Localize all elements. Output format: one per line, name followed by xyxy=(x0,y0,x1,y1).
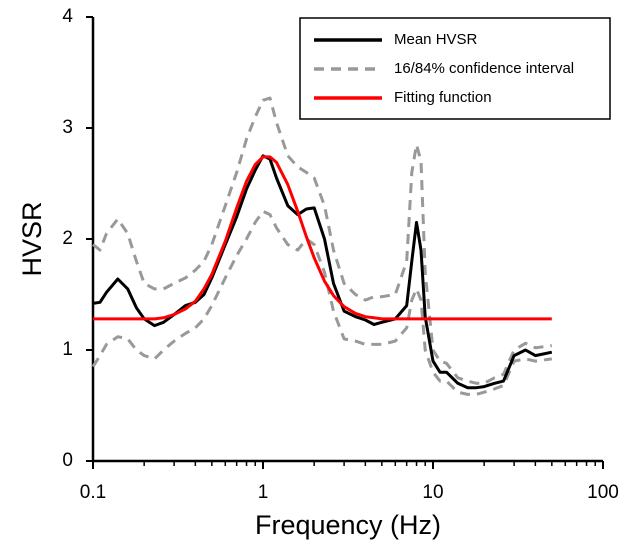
legend-label: Fitting function xyxy=(394,89,492,106)
x-tick-label: 100 xyxy=(587,482,619,503)
series-line xyxy=(91,209,552,396)
legend-label: 16/84% confidence interval xyxy=(394,60,574,77)
x-tick-label: 1 xyxy=(258,482,269,503)
legend-label: Mean HVSR xyxy=(394,31,478,48)
x-tick-label: 0.1 xyxy=(80,482,106,503)
x-tick-label: 10 xyxy=(422,482,443,503)
y-tick-label: 4 xyxy=(62,6,73,27)
y-tick-label: 1 xyxy=(62,339,73,360)
series-line xyxy=(93,155,552,321)
x-axis-title: Frequency (Hz) xyxy=(255,510,441,540)
y-tick-label: 2 xyxy=(62,228,73,249)
series-line xyxy=(92,96,552,385)
y-axis-title: HVSR xyxy=(17,201,47,276)
series-line xyxy=(92,154,553,390)
y-tick-label: 3 xyxy=(62,117,73,138)
y-tick-label: 0 xyxy=(62,450,73,471)
